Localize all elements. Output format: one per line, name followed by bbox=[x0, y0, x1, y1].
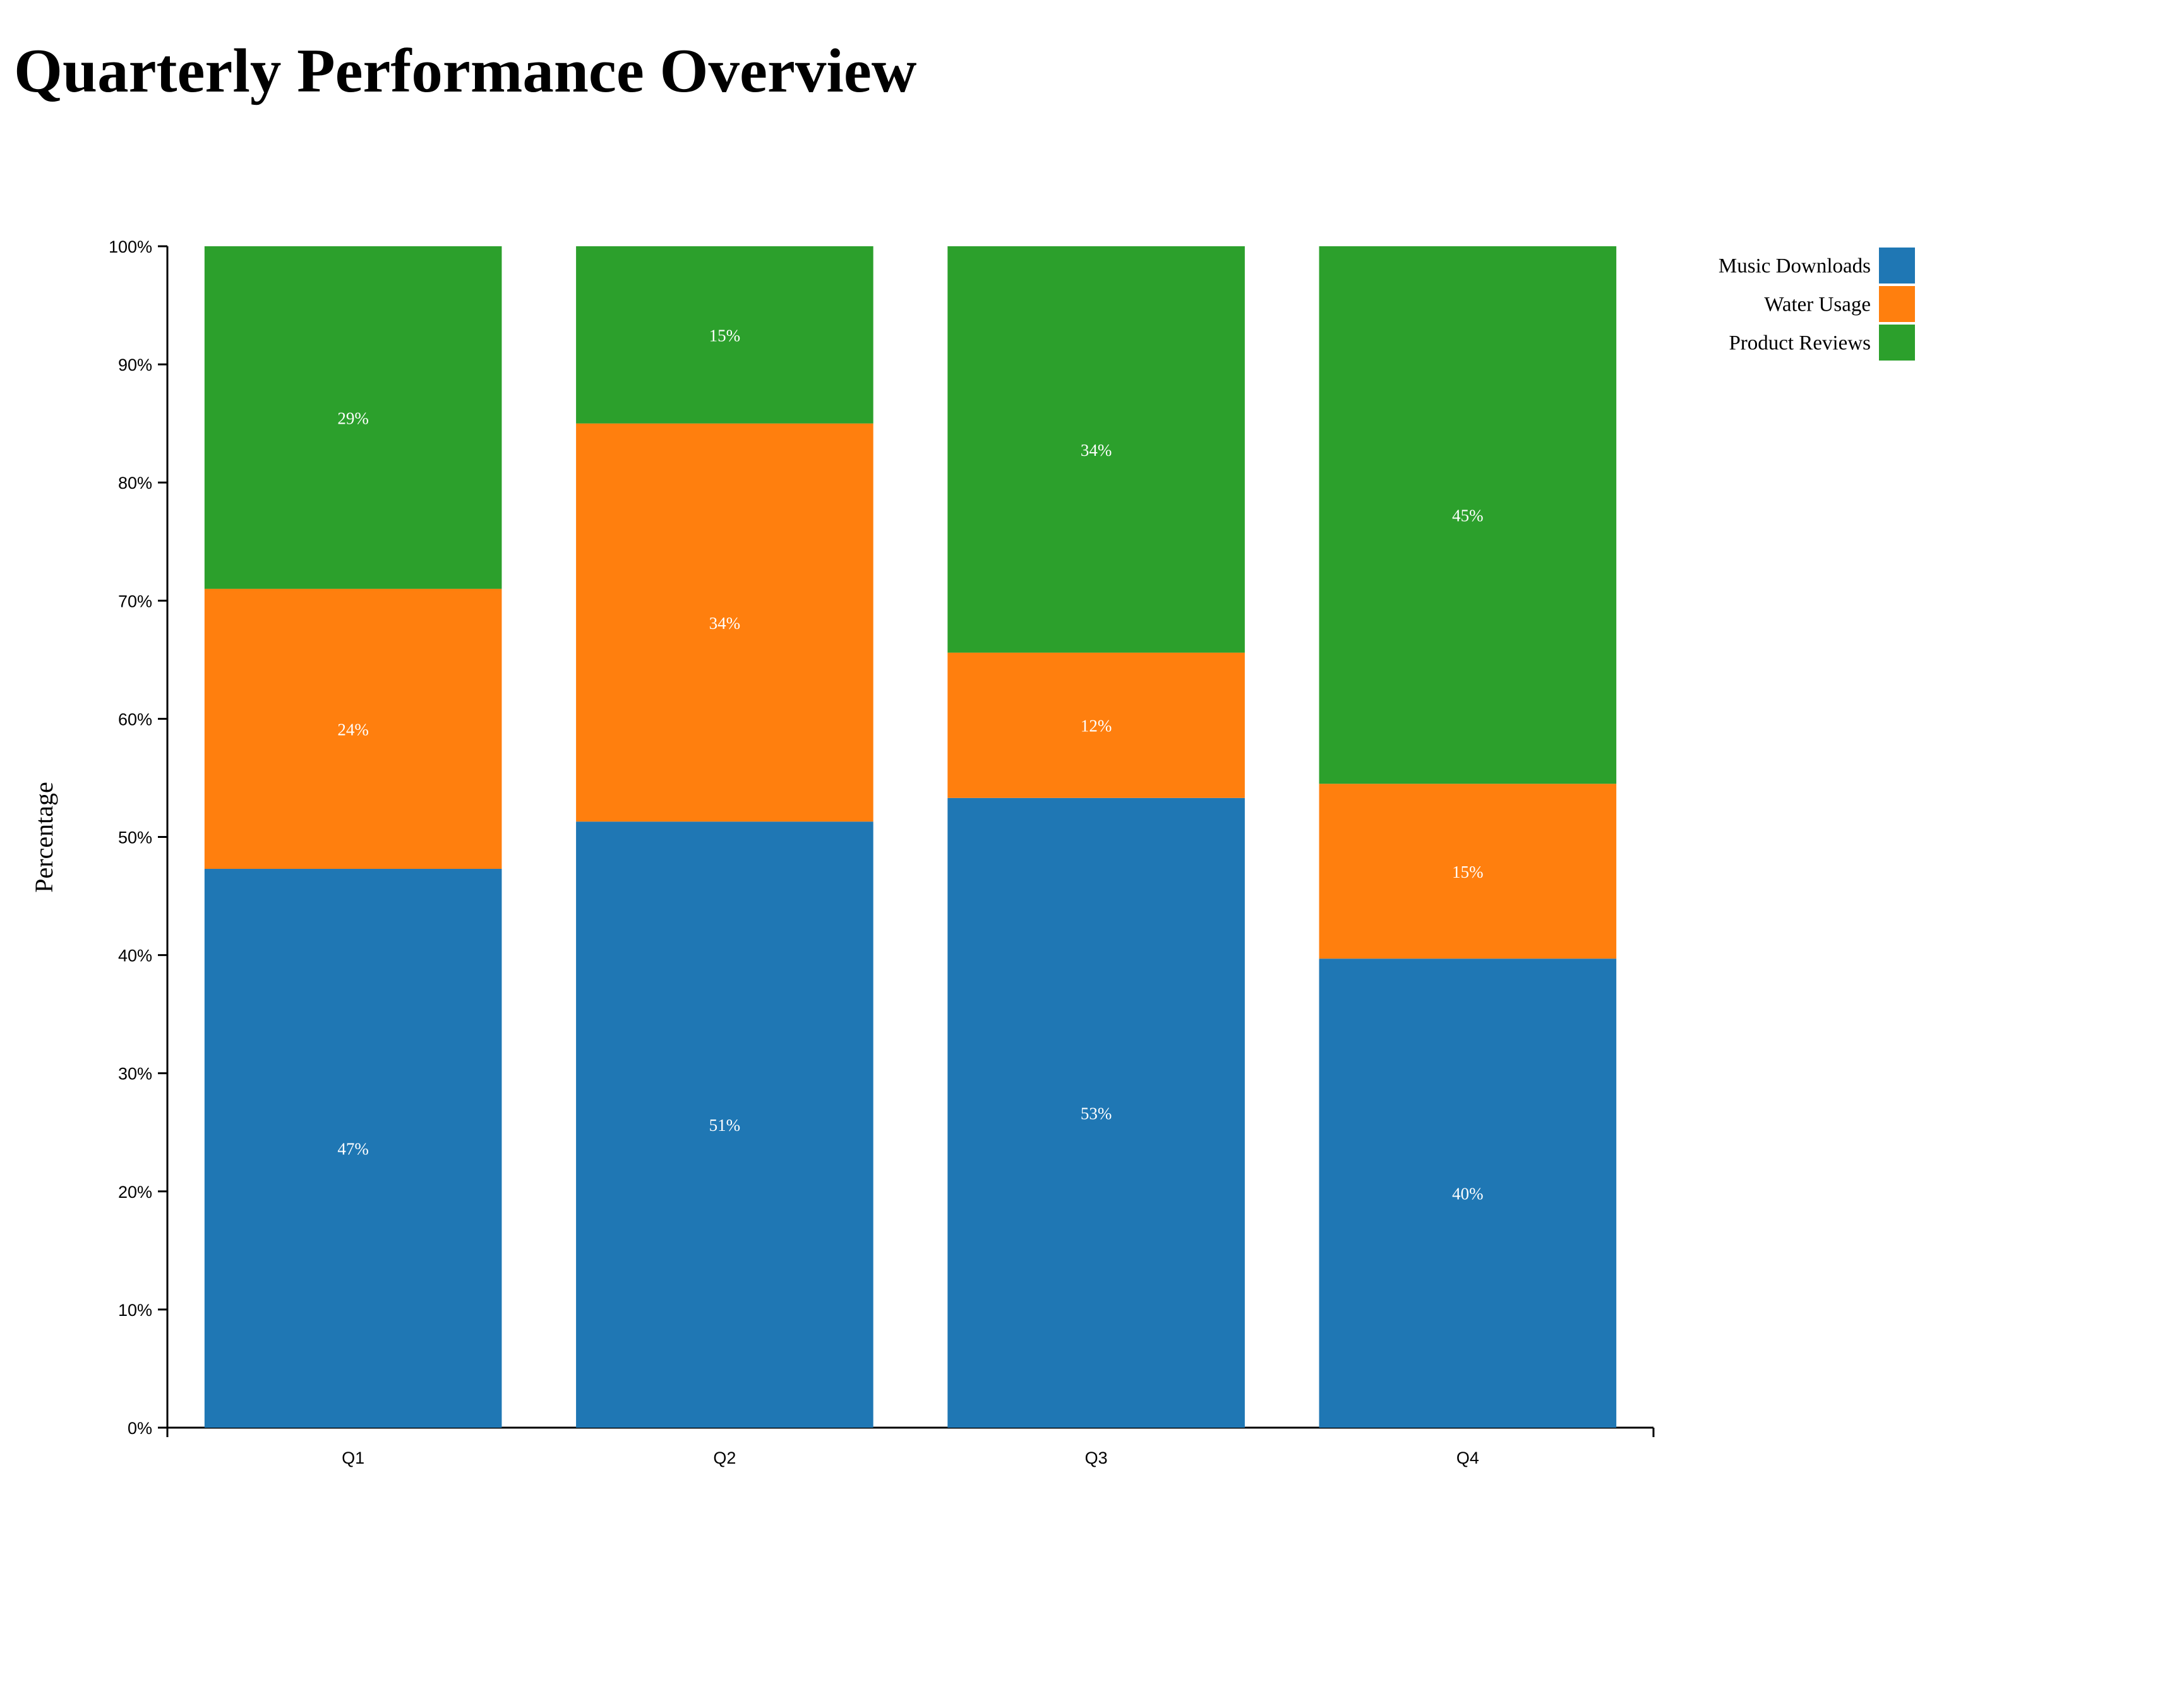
legend-swatch bbox=[1879, 248, 1915, 284]
data-label: 24% bbox=[337, 720, 369, 739]
data-label: 40% bbox=[1452, 1185, 1484, 1203]
data-label: 34% bbox=[1081, 441, 1112, 460]
y-tick-label: 40% bbox=[118, 947, 152, 965]
y-tick-label: 50% bbox=[118, 828, 152, 847]
x-tick-label: Q1 bbox=[342, 1448, 364, 1467]
y-tick-label: 10% bbox=[118, 1301, 152, 1320]
y-tick-label: 30% bbox=[118, 1065, 152, 1084]
bar-segment-product-reviews bbox=[204, 246, 502, 589]
x-tick-label: Q4 bbox=[1456, 1448, 1479, 1467]
y-tick-label: 60% bbox=[118, 710, 152, 729]
data-label: 15% bbox=[1452, 863, 1484, 881]
bar-segment-water-usage bbox=[576, 423, 873, 822]
bar-stack-q2: 51% 34% 15% bbox=[576, 246, 873, 1428]
x-tick-label: Q3 bbox=[1085, 1448, 1108, 1467]
legend-item-music-downloads: Music Downloads bbox=[1719, 248, 1915, 284]
x-tick-label: Q2 bbox=[713, 1448, 736, 1467]
bar-stack-q4: 40% 15% 45% bbox=[1319, 246, 1617, 1428]
chart-title: Quarterly Performance Overview bbox=[14, 37, 916, 105]
legend-label: Music Downloads bbox=[1719, 255, 1871, 278]
data-label: 12% bbox=[1081, 717, 1112, 736]
legend: Music Downloads Water Usage Product Review… bbox=[1719, 248, 1915, 361]
y-tick-label: 20% bbox=[118, 1183, 152, 1202]
bar-stack-q3: 53% 12% 34% bbox=[947, 246, 1245, 1428]
bars-group: 47% 24% 29% 51% 34% 15% 53% 12% 34% 40% 15% 45% bbox=[204, 246, 1617, 1428]
data-label: 29% bbox=[337, 409, 369, 427]
y-tick-label: 100% bbox=[109, 237, 152, 256]
legend-item-water-usage: Water Usage bbox=[1764, 286, 1915, 322]
bar-stack-q1: 47% 24% 29% bbox=[204, 246, 502, 1428]
y-tick-label: 90% bbox=[118, 355, 152, 374]
y-tick-label: 0% bbox=[128, 1419, 152, 1438]
legend-swatch bbox=[1879, 286, 1915, 322]
data-label: 47% bbox=[337, 1140, 369, 1159]
y-axis: 0% 10% 20% 30% 40% 50% 60% 70% 80% 90% 100% bbox=[109, 237, 169, 1438]
data-label: 15% bbox=[709, 326, 741, 345]
bar-segment-water-usage bbox=[947, 652, 1245, 798]
data-label: 45% bbox=[1452, 506, 1484, 525]
x-axis: Q1 Q2 Q3 Q4 bbox=[166, 1426, 1655, 1467]
legend-swatch bbox=[1879, 325, 1915, 361]
bar-segment-music-downloads bbox=[576, 821, 873, 1428]
y-axis-label: Percentage bbox=[30, 782, 58, 892]
bar-segment-music-downloads bbox=[204, 869, 502, 1428]
data-label: 53% bbox=[1081, 1104, 1112, 1123]
bar-segment-product-reviews bbox=[1319, 246, 1617, 784]
data-label: 51% bbox=[709, 1116, 741, 1135]
legend-label: Water Usage bbox=[1764, 294, 1871, 316]
bar-segment-water-usage bbox=[204, 588, 502, 869]
y-tick-label: 70% bbox=[118, 592, 152, 611]
legend-item-product-reviews: Product Reviews bbox=[1729, 325, 1915, 361]
bar-segment-music-downloads bbox=[1319, 959, 1617, 1428]
y-tick-label: 80% bbox=[118, 474, 152, 493]
bar-segment-product-reviews bbox=[576, 246, 873, 424]
legend-label: Product Reviews bbox=[1729, 332, 1871, 355]
bar-segment-water-usage bbox=[1319, 784, 1617, 959]
data-label: 34% bbox=[709, 614, 741, 633]
bar-segment-music-downloads bbox=[947, 797, 1245, 1428]
bar-segment-product-reviews bbox=[947, 246, 1245, 653]
